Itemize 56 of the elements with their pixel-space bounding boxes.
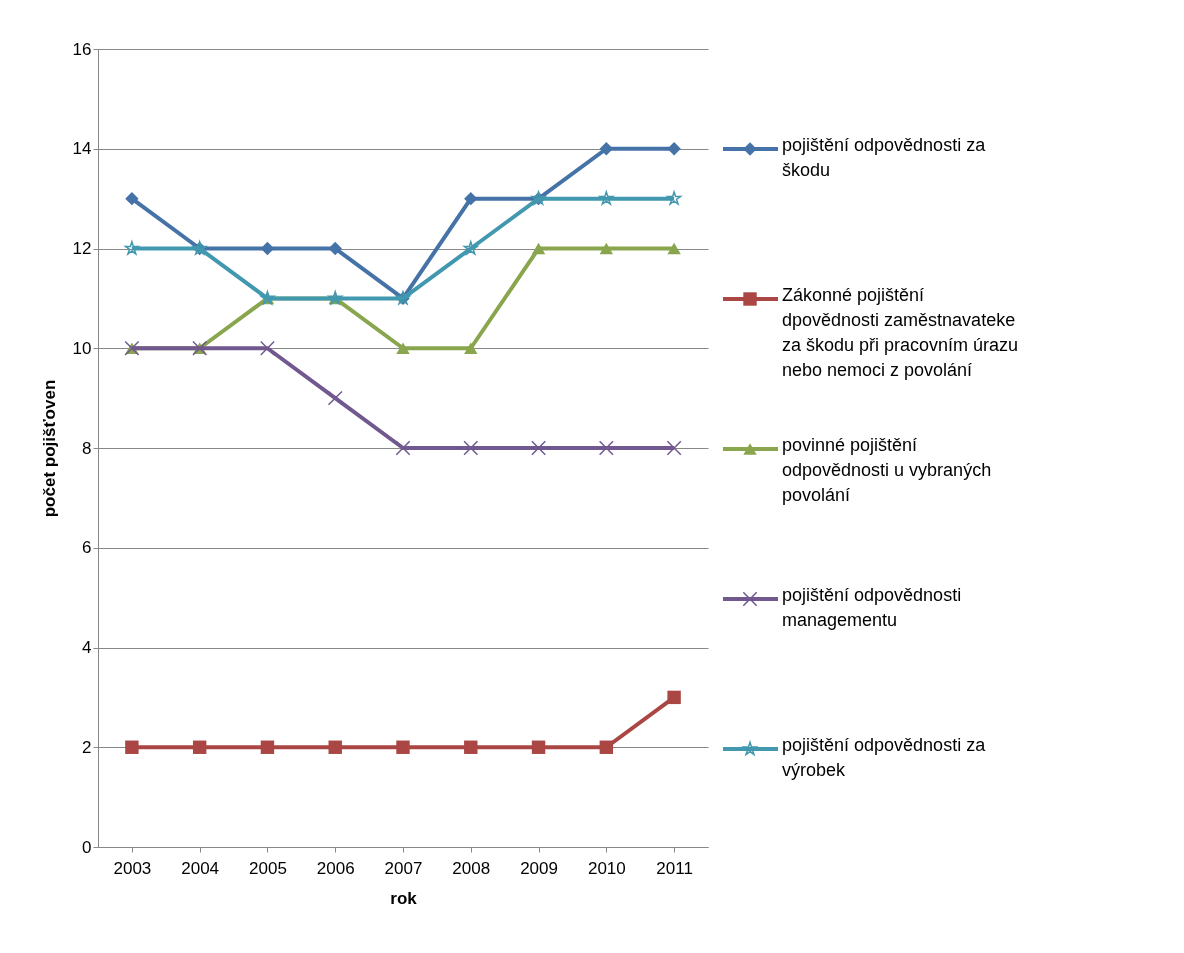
x-axis-title: rok (390, 888, 418, 908)
legend-label: povinné pojištění odpovědnosti u vybraných povolání (782, 435, 992, 505)
point (667, 690, 681, 705)
point (463, 440, 479, 456)
point (531, 740, 546, 754)
point (464, 342, 478, 355)
y-tick-label: 6 (82, 538, 92, 558)
point (464, 191, 478, 206)
point (599, 191, 614, 205)
y-tick-label: 2 (82, 737, 92, 757)
point (260, 241, 275, 256)
point (666, 191, 682, 205)
point (260, 740, 275, 754)
x-tick-label: 2003 (113, 858, 152, 878)
y-tick-label: 0 (82, 837, 92, 857)
point (666, 440, 682, 456)
x-tick-label: 2005 (249, 858, 287, 878)
point (599, 142, 614, 156)
y-tick-label: 16 (72, 39, 92, 59)
point (124, 241, 140, 255)
x-tick-label: 2008 (452, 858, 491, 878)
point (327, 390, 343, 406)
point (667, 142, 681, 156)
x-tick-label: 2011 (656, 858, 693, 878)
x-tick-label: 2010 (587, 858, 626, 878)
point (463, 241, 478, 255)
x-tick-label: 2009 (520, 858, 558, 878)
point (259, 340, 275, 356)
point (192, 740, 207, 754)
x-tick-label: 2007 (384, 858, 423, 878)
point (598, 440, 614, 456)
point (599, 242, 614, 255)
point (396, 342, 410, 355)
point (396, 740, 410, 754)
x-tick-label: 2004 (181, 858, 220, 878)
point (531, 440, 547, 456)
y-tick-label: 14 (72, 139, 92, 159)
legend-label: pojištění odpovědnosti managementu (782, 585, 962, 630)
point (125, 191, 139, 206)
legend-label: Zákonné pojištění dpovědnosti zaměstnavateke za škodu při pracovním úrazu nebo nemoci z povolání (782, 285, 1019, 380)
y-tick-label: 12 (72, 239, 92, 258)
y-tick-label: 10 (72, 338, 92, 358)
point (395, 440, 411, 456)
point (464, 740, 478, 754)
legend-label: pojištění odpovědnosti za škodu (782, 135, 987, 180)
point (599, 740, 614, 754)
point (328, 241, 342, 256)
point (667, 242, 681, 255)
legend-label: pojištění odpovědnosti za výrobek (782, 735, 987, 780)
point (125, 740, 139, 754)
y-axis-title: počet pojišťoven (39, 379, 59, 518)
point (328, 740, 342, 754)
x-tick-label: 2006 (316, 858, 355, 878)
point (531, 242, 546, 255)
y-tick-label: 4 (82, 638, 92, 657)
y-tick-label: 8 (82, 438, 92, 458)
